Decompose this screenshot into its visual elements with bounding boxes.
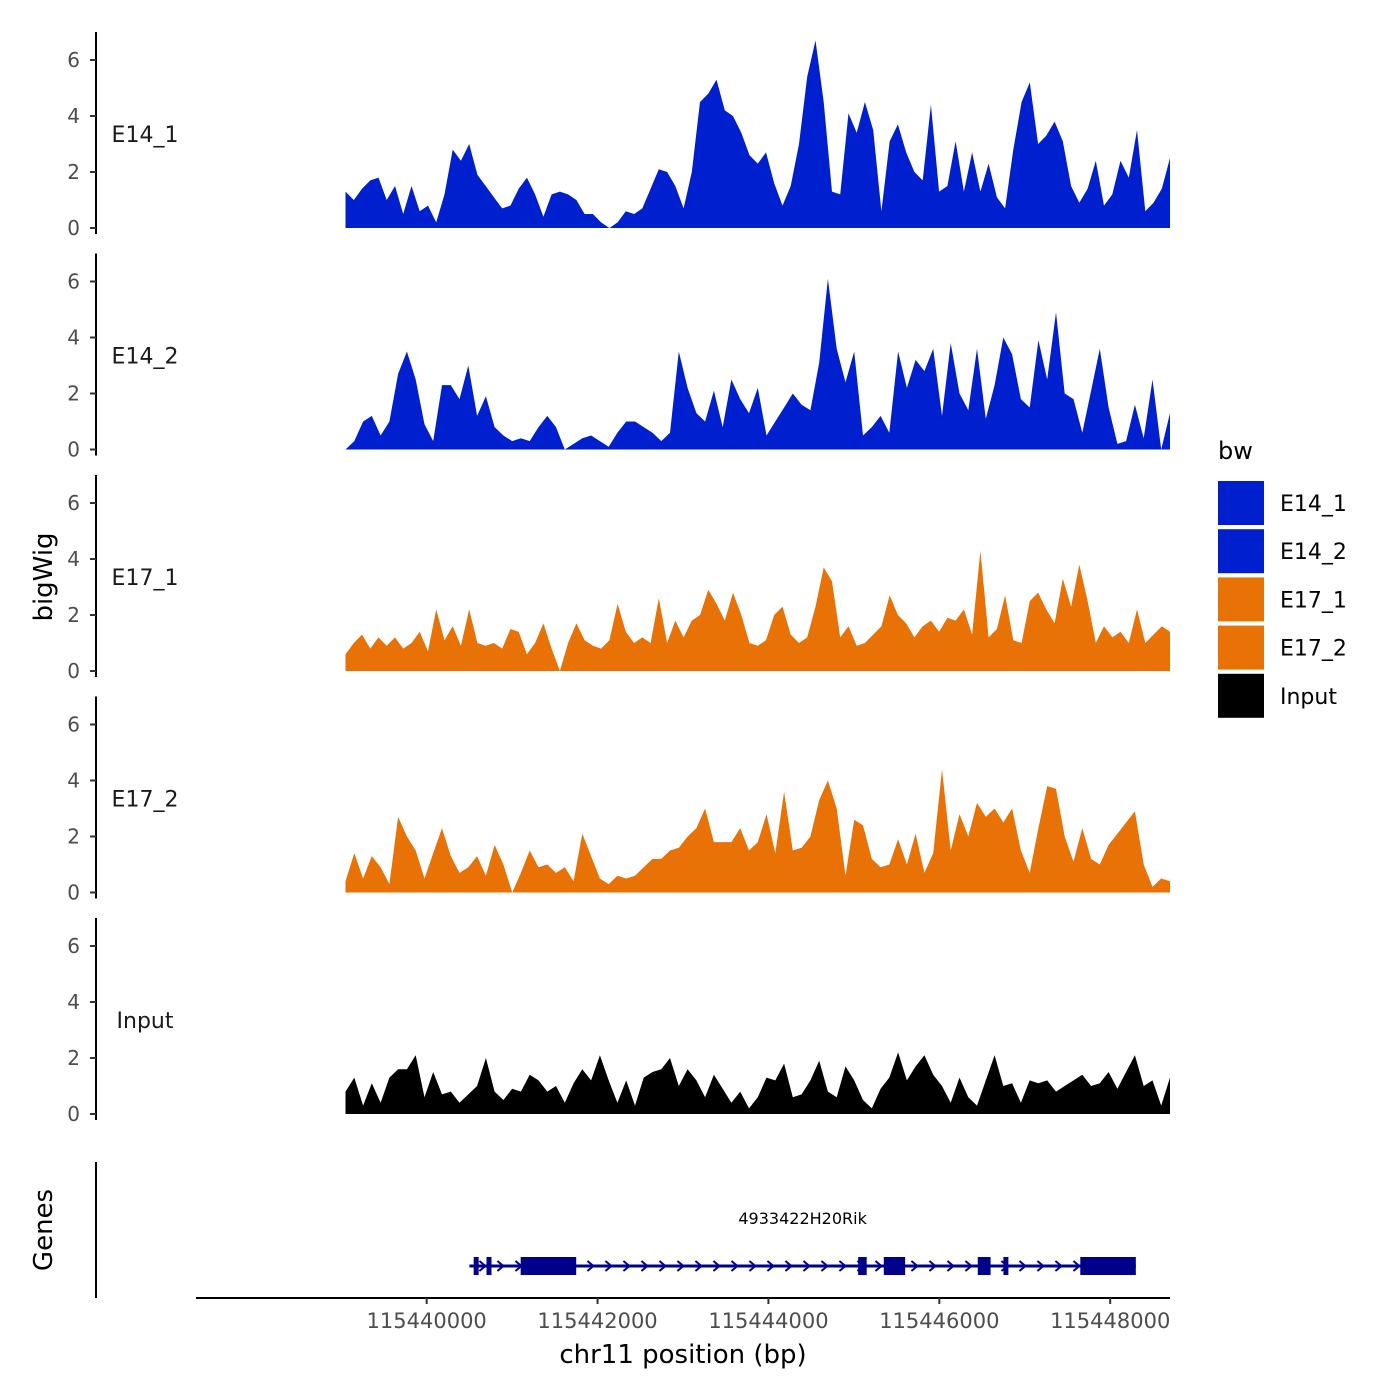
- track-label: E17_1: [112, 566, 179, 591]
- y-tick-label: 0: [67, 1102, 80, 1126]
- y-tick-label: 4: [67, 326, 80, 350]
- strand-arrow: [586, 1260, 595, 1272]
- strand-arrow: [874, 1260, 883, 1272]
- strand-arrow: [712, 1260, 721, 1272]
- y-tick-label: 6: [67, 713, 80, 737]
- track-e14-2: 0 2 4 6 E14_2: [67, 253, 1170, 462]
- y-tick-label: 4: [67, 769, 80, 793]
- gene-exon: [486, 1257, 492, 1275]
- strand-arrow: [694, 1260, 703, 1272]
- signal-area: [345, 40, 1170, 229]
- y-tick-label: 4: [67, 104, 80, 128]
- strand-arrow: [802, 1260, 811, 1272]
- legend-swatch: [1218, 529, 1264, 574]
- strand-arrow: [820, 1260, 829, 1272]
- y-tick-label: 0: [67, 216, 80, 240]
- x-tick-label: 115446000: [879, 1309, 999, 1333]
- x-tick-label: 115442000: [537, 1309, 657, 1333]
- strand-arrow: [946, 1260, 955, 1272]
- strand-arrow: [1018, 1260, 1027, 1272]
- strand-arrow: [604, 1260, 613, 1272]
- track-e17-1: 0 2 4 6 E17_1: [67, 475, 1170, 683]
- track-label: E17_2: [112, 788, 179, 813]
- y-tick-label: 2: [67, 825, 80, 849]
- signal-area: [345, 278, 1170, 450]
- y-tick-label: 2: [67, 160, 80, 184]
- genes-track: Genes 4933422H20Rik: [29, 1162, 1136, 1298]
- legend-swatch: [1218, 577, 1264, 622]
- gene-exon: [1003, 1257, 1009, 1275]
- track-input: 0 2 4 6 Input: [67, 918, 1170, 1126]
- legend-title: bw: [1218, 437, 1253, 465]
- gene-exon: [520, 1257, 577, 1275]
- track-e17-2: 0 2 4 6 E17_2: [67, 696, 1170, 905]
- legend-swatch: [1218, 481, 1264, 525]
- legend-label: E14_2: [1280, 540, 1347, 565]
- x-tick-label: 115440000: [367, 1309, 487, 1333]
- x-axis: chr11 position (bp) 115440000 115442000 11…: [196, 1297, 1170, 1370]
- gene-exon: [977, 1257, 991, 1275]
- tracks-area: 0 2 4 6 E14_1 0 2 4 6 E14_2 0 2 4 6 E17_1 0 2 4 6 E17_2 0 2 4 6…: [67, 32, 1170, 1126]
- y-tick-label: 6: [67, 491, 80, 515]
- gene-exon: [1080, 1257, 1136, 1275]
- y-tick-label: 2: [67, 603, 80, 627]
- track-label: E14_1: [112, 123, 179, 148]
- strand-arrow: [658, 1260, 667, 1272]
- legend-swatch: [1218, 625, 1264, 670]
- track-label: Input: [117, 1009, 174, 1034]
- gene-exon: [858, 1257, 867, 1275]
- y-tick-label: 2: [67, 382, 80, 406]
- gene-exon: [473, 1257, 479, 1275]
- y-tick-label: 6: [67, 48, 80, 72]
- legend-label: E17_1: [1280, 588, 1347, 613]
- track-label: E14_2: [112, 345, 179, 370]
- strand-arrow: [748, 1260, 757, 1272]
- x-tick-label: 115448000: [1050, 1309, 1170, 1333]
- legend-label: E14_1: [1280, 492, 1347, 517]
- y-tick-label: 4: [67, 990, 80, 1014]
- track-e14-1: 0 2 4 6 E14_1: [67, 32, 1170, 240]
- signal-area: [345, 550, 1170, 671]
- gene-exon: [883, 1257, 906, 1275]
- x-tick-label: 115444000: [708, 1309, 828, 1333]
- strand-arrow: [784, 1260, 793, 1272]
- legend-label: E17_2: [1280, 637, 1347, 662]
- strand-arrow: [676, 1260, 685, 1272]
- strand-arrow: [1072, 1260, 1081, 1272]
- strand-arrow: [964, 1260, 973, 1272]
- legend-label: Input: [1280, 685, 1337, 710]
- y-tick-label: 0: [67, 438, 80, 462]
- strand-arrow: [910, 1260, 919, 1272]
- y-tick-label: 2: [67, 1046, 80, 1070]
- strand-arrow: [838, 1260, 847, 1272]
- legend-swatch: [1218, 673, 1264, 718]
- legend: bw E14_1 E14_2 E17_1 E17_2 Input: [1218, 437, 1347, 718]
- y-tick-label: 0: [67, 659, 80, 683]
- y-axis-title: bigWig: [29, 532, 59, 621]
- strand-arrow: [496, 1260, 505, 1272]
- y-tick-label: 6: [67, 934, 80, 958]
- strand-arrow: [928, 1260, 937, 1272]
- gene-name-label: 4933422H20Rik: [738, 1209, 867, 1228]
- strand-arrow: [1054, 1260, 1063, 1272]
- strand-arrow: [730, 1260, 739, 1272]
- strand-arrow: [766, 1260, 775, 1272]
- y-tick-label: 6: [67, 270, 80, 294]
- y-tick-label: 4: [67, 547, 80, 571]
- strand-arrow: [640, 1260, 649, 1272]
- genes-axis-title: Genes: [29, 1189, 59, 1271]
- strand-arrow: [1036, 1260, 1045, 1272]
- x-axis-title: chr11 position (bp): [559, 1340, 806, 1370]
- strand-arrow: [478, 1260, 487, 1272]
- y-tick-label: 0: [67, 881, 80, 905]
- signal-area: [345, 769, 1170, 893]
- signal-area: [345, 1052, 1170, 1114]
- strand-arrow: [622, 1260, 631, 1272]
